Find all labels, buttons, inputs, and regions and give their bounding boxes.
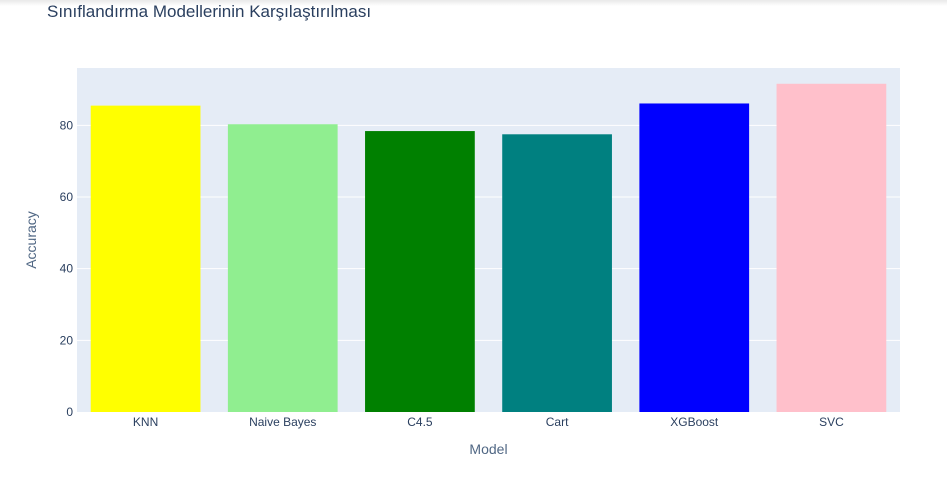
x-tick-label: Cart xyxy=(546,415,569,429)
chart-title: Sınıflandırma Modellerinin Karşılaştırıl… xyxy=(47,2,372,21)
x-tick-label: XGBoost xyxy=(670,415,719,429)
y-tick-label: 80 xyxy=(60,118,74,132)
bar-c4-5 xyxy=(365,131,475,413)
x-tick-label: C4.5 xyxy=(407,415,433,429)
x-tick-label: KNN xyxy=(133,415,158,429)
x-tick-label: Naive Bayes xyxy=(249,415,316,429)
top-edge-shadow xyxy=(0,0,947,6)
y-tick-labels: 0 20 40 60 80 xyxy=(60,118,74,419)
y-tick-label: 0 xyxy=(66,405,73,419)
bar-xgboost xyxy=(639,103,750,412)
y-tick-label: 60 xyxy=(60,190,74,204)
bar-naive-bayes xyxy=(227,124,338,412)
bar-svc xyxy=(776,83,887,413)
x-tick-label: SVC xyxy=(819,415,844,429)
bars xyxy=(90,83,887,413)
x-axis-title: Model xyxy=(469,441,507,457)
y-tick-label: 20 xyxy=(60,333,74,347)
bar-knn xyxy=(90,105,201,412)
bar-cart xyxy=(502,134,612,412)
x-tick-labels: KNN Naive Bayes C4.5 Cart XGBoost SVC xyxy=(133,415,844,429)
grid-lines xyxy=(77,124,900,341)
y-axis-title: Accuracy xyxy=(23,211,39,269)
y-tick-label: 40 xyxy=(60,262,74,276)
